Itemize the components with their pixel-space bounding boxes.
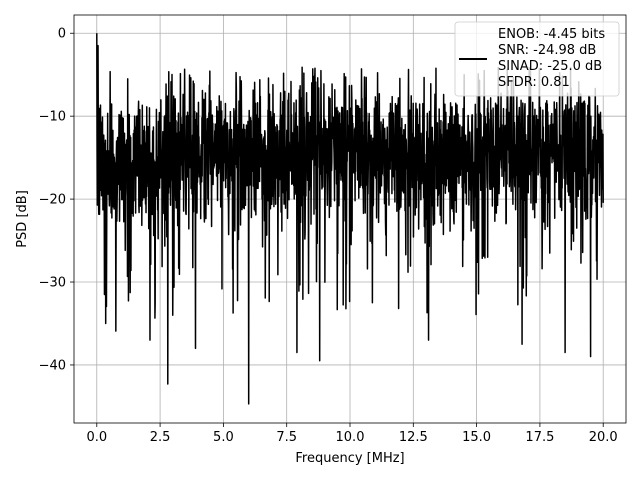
ticks: 0.0 2.5 5.0 7.5 10.0 12.5 15.0 17.5 20.0 0 −10 −20 −…	[39, 27, 618, 445]
legend-enob: ENOB: -4.45 bits	[498, 27, 605, 42]
y-tick-label: 0	[58, 27, 66, 42]
legend-sfdr: SFDR: 0.81	[498, 75, 570, 90]
x-tick-label: 17.5	[525, 430, 554, 445]
psd-series-line	[96, 33, 604, 405]
x-tick-label: 15.0	[462, 430, 491, 445]
series-layer	[96, 33, 604, 405]
y-axis-label: PSD [dB]	[15, 190, 30, 248]
x-tick-label: 10.0	[336, 430, 365, 445]
y-tick-label: −10	[39, 110, 66, 125]
legend-snr: SNR: -24.98 dB	[498, 43, 596, 58]
y-tick-label: −20	[39, 193, 66, 208]
x-tick-label: 0.0	[86, 430, 107, 445]
y-tick-label: −40	[39, 358, 66, 373]
legend: ENOB: -4.45 bits SNR: -24.98 dB SINAD: -…	[454, 21, 620, 97]
y-tick-label: −30	[39, 276, 66, 291]
x-tick-label: 20.0	[589, 430, 618, 445]
legend-box	[454, 21, 620, 97]
x-tick-label: 5.0	[213, 430, 234, 445]
legend-sinad: SINAD: -25.0 dB	[498, 59, 602, 74]
x-tick-label: 12.5	[399, 430, 428, 445]
x-tick-label: 2.5	[150, 430, 171, 445]
x-tick-label: 7.5	[276, 430, 297, 445]
x-axis-label: Frequency [MHz]	[295, 451, 404, 466]
